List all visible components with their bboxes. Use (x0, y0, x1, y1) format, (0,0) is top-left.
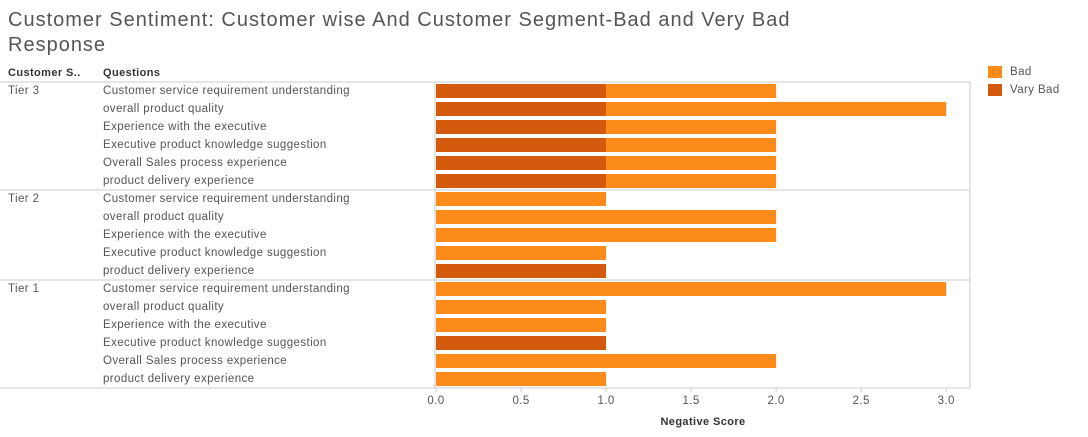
x-tick-label: 0.5 (512, 395, 529, 407)
bar (436, 318, 607, 332)
x-tick-label: 2.0 (768, 395, 785, 407)
category-label: Overall Sales process experience (103, 355, 287, 367)
category-label: overall product quality (103, 103, 224, 115)
bar (436, 282, 947, 296)
bar (606, 120, 777, 134)
segment-label: Tier 3 (8, 85, 39, 97)
category-label: Customer service requirement understandi… (103, 193, 350, 205)
bar (436, 192, 607, 206)
bar (436, 300, 607, 314)
bar (436, 246, 607, 260)
bar (606, 138, 777, 152)
bar (436, 84, 607, 98)
bar (436, 102, 607, 116)
bar (436, 210, 777, 224)
x-tick-label: 1.0 (597, 395, 614, 407)
bar (436, 156, 607, 170)
category-label: product delivery experience (103, 265, 254, 277)
bar (436, 264, 607, 278)
category-label: product delivery experience (103, 175, 254, 187)
bar (436, 336, 607, 350)
category-label: Customer service requirement understandi… (103, 283, 350, 295)
bar (436, 228, 777, 242)
category-label: Experience with the executive (103, 319, 267, 331)
category-header: Questions (103, 67, 160, 79)
legend-swatch (988, 84, 1002, 96)
x-tick-label: 3.0 (938, 395, 955, 407)
legend-label: Vary Bad (1010, 84, 1060, 96)
bar (436, 120, 607, 134)
bar (606, 84, 777, 98)
bar (606, 174, 777, 188)
bar (606, 102, 947, 116)
category-label: Experience with the executive (103, 229, 267, 241)
x-tick-label: 2.5 (853, 395, 870, 407)
segment-label: Tier 1 (8, 283, 39, 295)
category-label: Executive product knowledge suggestion (103, 247, 327, 259)
legend-label: Bad (1010, 66, 1032, 78)
x-axis-title: Negative Score (660, 416, 745, 428)
category-label: Experience with the executive (103, 121, 267, 133)
segment-label: Tier 2 (8, 193, 39, 205)
category-label: Executive product knowledge suggestion (103, 139, 327, 151)
category-label: Customer service requirement understandi… (103, 85, 350, 97)
x-tick-label: 0.0 (427, 395, 444, 407)
chart-title: Customer Sentiment: Customer wise And Cu… (8, 9, 791, 56)
category-label: product delivery experience (103, 373, 254, 385)
category-label: Overall Sales process experience (103, 157, 287, 169)
legend-swatch (988, 66, 1002, 78)
bar (606, 156, 777, 170)
bar (436, 372, 607, 386)
bar (436, 354, 777, 368)
bar (436, 174, 607, 188)
bar (436, 138, 607, 152)
segment-header: Customer S.. (8, 67, 81, 79)
x-tick-label: 1.5 (683, 395, 700, 407)
category-label: overall product quality (103, 211, 224, 223)
category-label: overall product quality (103, 301, 224, 313)
category-label: Executive product knowledge suggestion (103, 337, 327, 349)
